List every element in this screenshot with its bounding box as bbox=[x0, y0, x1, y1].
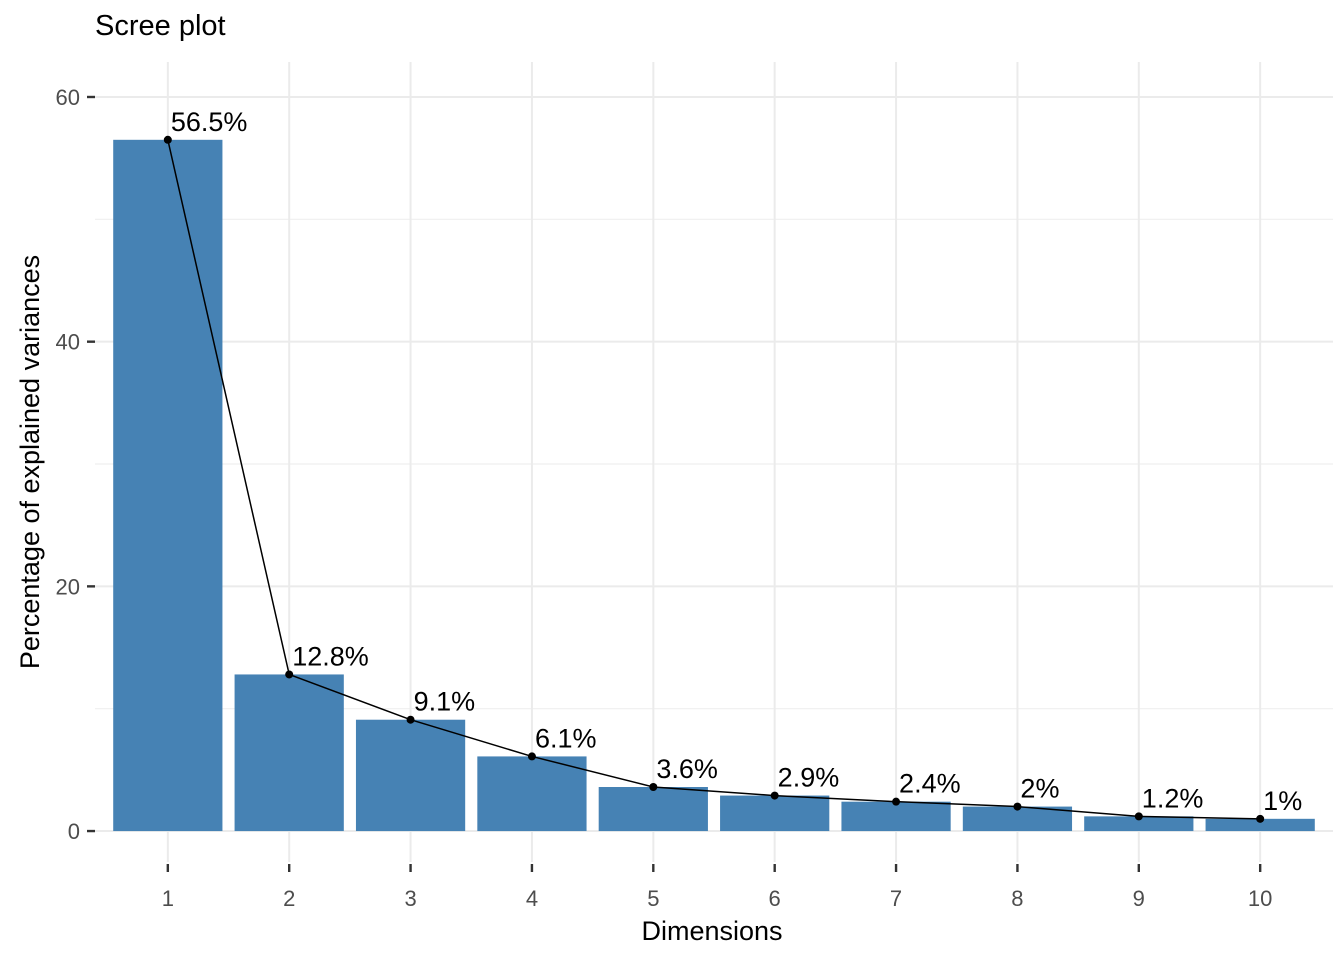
bars bbox=[113, 139, 1315, 832]
axis-tick-labels: 0 20 40 60 1 2 3 4 5 6 7 8 9 10 bbox=[56, 85, 1273, 911]
bar-dim-5 bbox=[598, 787, 708, 832]
data-point-label-dim-5: 3.6% bbox=[656, 754, 718, 784]
data-point-dim-10 bbox=[1256, 814, 1265, 823]
x-tick-label: 6 bbox=[769, 886, 781, 911]
data-point-labels: 56.5% 12.8% 9.1% 6.1% 3.6% 2.9% 2.4% 2% 1.2% 1% bbox=[171, 107, 1302, 816]
x-tick-label: 3 bbox=[404, 886, 416, 911]
x-tick-label: 8 bbox=[1011, 886, 1023, 911]
data-point-label-dim-2: 12.8% bbox=[292, 641, 369, 671]
data-point-label-dim-4: 6.1% bbox=[535, 723, 597, 753]
x-tick-label: 7 bbox=[890, 886, 902, 911]
data-point-label-dim-8: 2% bbox=[1020, 774, 1059, 804]
data-point-label-dim-3: 9.1% bbox=[414, 687, 476, 717]
data-point-label-dim-6: 2.9% bbox=[778, 763, 840, 793]
data-point-dim-3 bbox=[406, 715, 415, 724]
data-point-dim-8 bbox=[1013, 802, 1022, 811]
y-tick-label: 0 bbox=[68, 819, 80, 844]
axis-ticks bbox=[87, 95, 1262, 872]
data-point-dim-5 bbox=[649, 783, 658, 792]
x-tick-label: 9 bbox=[1133, 886, 1145, 911]
y-axis-title: Percentage of explained variances bbox=[15, 255, 45, 669]
x-tick-label: 10 bbox=[1248, 886, 1272, 911]
bar-dim-3 bbox=[355, 719, 466, 832]
bar-dim-4 bbox=[477, 756, 587, 832]
chart-title: Scree plot bbox=[95, 10, 226, 42]
bar-dim-6 bbox=[720, 795, 830, 832]
data-point-dim-7 bbox=[892, 797, 901, 806]
bar-dim-1 bbox=[113, 139, 223, 832]
data-point-label-dim-7: 2.4% bbox=[899, 769, 961, 799]
x-tick-label: 1 bbox=[162, 886, 174, 911]
data-point-label-dim-1: 56.5% bbox=[171, 107, 248, 137]
data-point-dim-9 bbox=[1134, 812, 1143, 821]
x-axis-title: Dimensions bbox=[641, 916, 782, 946]
data-point-dim-1 bbox=[163, 135, 172, 144]
data-point-label-dim-10: 1% bbox=[1263, 786, 1302, 816]
bar-dim-8 bbox=[962, 806, 1073, 832]
bar-dim-7 bbox=[841, 801, 951, 832]
data-point-dim-6 bbox=[770, 791, 779, 800]
y-tick-label: 40 bbox=[56, 330, 80, 355]
y-tick-label: 60 bbox=[56, 85, 80, 110]
scree-line-path bbox=[167, 139, 1261, 820]
data-point-label-dim-9: 1.2% bbox=[1142, 783, 1204, 813]
bar-dim-9 bbox=[1084, 816, 1194, 832]
x-tick-label: 2 bbox=[283, 886, 295, 911]
data-point-dim-4 bbox=[527, 752, 536, 761]
scree-line bbox=[167, 139, 1261, 820]
bar-dim-2 bbox=[234, 674, 344, 832]
x-tick-label: 5 bbox=[647, 886, 659, 911]
data-point-dim-2 bbox=[285, 670, 294, 679]
data-points bbox=[163, 135, 1265, 823]
y-tick-label: 20 bbox=[56, 574, 80, 599]
x-tick-label: 4 bbox=[526, 886, 538, 911]
bar-dim-10 bbox=[1205, 818, 1315, 832]
